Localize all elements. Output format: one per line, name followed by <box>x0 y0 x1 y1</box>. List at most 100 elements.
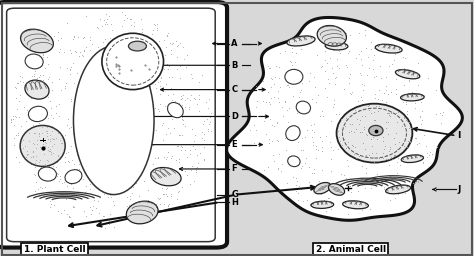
Point <box>345 49 352 53</box>
Point <box>71 98 78 102</box>
Point <box>196 151 204 155</box>
Point <box>435 147 443 151</box>
Point <box>46 150 53 154</box>
Point <box>35 131 43 135</box>
Point <box>162 187 170 191</box>
Point <box>54 209 62 213</box>
Point <box>160 202 167 206</box>
Point <box>372 106 379 110</box>
Point <box>82 45 90 49</box>
Point <box>327 157 335 161</box>
Point <box>385 64 392 68</box>
Point <box>292 176 300 180</box>
Point <box>141 217 149 221</box>
Point <box>334 123 342 127</box>
Ellipse shape <box>311 201 334 208</box>
Point <box>32 163 39 167</box>
Point <box>99 40 106 44</box>
Point <box>195 80 203 84</box>
Point <box>86 187 94 191</box>
Point <box>374 172 381 176</box>
Point <box>39 135 47 140</box>
Point <box>371 118 379 122</box>
Point <box>351 145 359 149</box>
Point <box>354 130 361 134</box>
Point <box>268 85 275 89</box>
Point <box>23 152 30 156</box>
Point <box>432 112 440 116</box>
Point <box>59 149 67 153</box>
Point <box>178 144 185 148</box>
Point <box>380 154 388 158</box>
Point <box>145 187 152 191</box>
Point <box>367 40 374 44</box>
Point <box>49 164 57 168</box>
Point <box>164 108 172 112</box>
Point <box>36 145 44 149</box>
Point <box>283 108 291 112</box>
Point <box>134 210 142 215</box>
Point <box>369 145 376 149</box>
Point <box>395 140 402 144</box>
Point <box>24 87 32 91</box>
Point <box>381 114 389 118</box>
Point <box>307 34 315 38</box>
Point <box>164 63 171 67</box>
Point <box>201 132 208 136</box>
Point <box>155 107 162 111</box>
Point <box>59 136 66 140</box>
Point <box>164 206 171 210</box>
Point <box>349 111 357 115</box>
Point <box>355 52 363 56</box>
Point <box>416 114 424 118</box>
Point <box>153 28 160 32</box>
Point <box>157 76 165 80</box>
Point <box>86 182 93 186</box>
Point <box>382 88 390 92</box>
Point <box>24 84 31 88</box>
Point <box>363 132 370 136</box>
Point <box>60 50 67 54</box>
Point <box>321 86 329 90</box>
Ellipse shape <box>151 167 181 186</box>
Point <box>41 144 49 148</box>
Point <box>48 129 56 133</box>
Point <box>353 117 361 121</box>
Point <box>193 102 201 106</box>
Point <box>346 91 354 95</box>
Point <box>344 212 352 216</box>
Point <box>165 202 173 206</box>
Point <box>410 181 417 185</box>
Point <box>192 168 200 172</box>
Point <box>192 170 200 174</box>
Point <box>280 114 287 118</box>
Point <box>23 148 30 153</box>
Point <box>406 140 413 144</box>
Point <box>437 121 444 125</box>
Point <box>372 104 380 108</box>
Point <box>387 145 394 149</box>
Point <box>336 145 344 149</box>
Point <box>67 97 75 101</box>
Point <box>310 75 318 79</box>
Point <box>174 144 182 148</box>
Point <box>193 153 201 157</box>
Point <box>296 90 304 94</box>
Point <box>310 171 318 175</box>
Point <box>299 81 306 85</box>
Point <box>292 183 300 187</box>
Point <box>156 92 164 96</box>
Point <box>36 163 43 167</box>
Point <box>31 50 38 54</box>
Point <box>61 86 68 90</box>
Point <box>10 136 18 140</box>
Point <box>403 112 410 116</box>
Point <box>126 17 134 21</box>
Point <box>362 153 369 157</box>
Point <box>47 106 55 110</box>
Point <box>161 53 169 57</box>
Point <box>252 105 259 110</box>
Point <box>318 139 326 143</box>
Point <box>9 114 17 119</box>
Point <box>406 134 413 138</box>
